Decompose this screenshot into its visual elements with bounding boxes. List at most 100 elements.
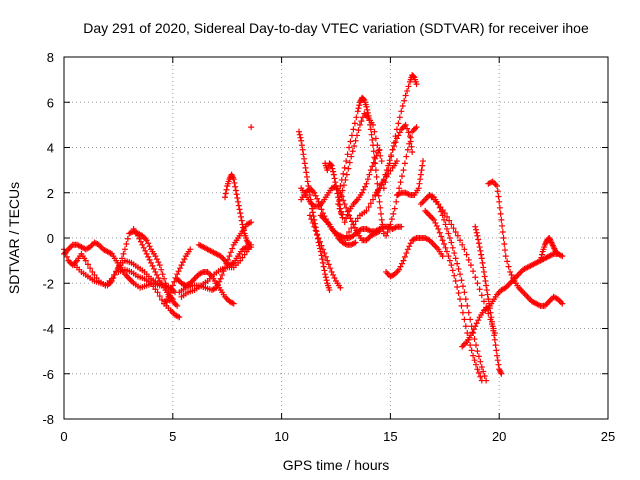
data-point: [442, 244, 449, 251]
data-point: [153, 271, 160, 278]
data-point: [439, 207, 446, 214]
data-point: [376, 228, 383, 235]
data-point: [324, 257, 331, 264]
data-point: [479, 259, 486, 266]
data-point: [343, 215, 350, 222]
data-point: [356, 102, 363, 109]
data-point: [473, 320, 480, 327]
data-point: [380, 225, 387, 232]
data-point: [459, 283, 466, 290]
data-point: [372, 135, 379, 142]
data-point: [470, 326, 477, 333]
data-point: [329, 165, 336, 172]
data-point: [364, 106, 371, 113]
data-point: [439, 237, 446, 244]
data-point: [498, 370, 505, 377]
data-point: [498, 216, 505, 223]
data-point: [303, 173, 310, 180]
y-tick-label: 6: [47, 95, 54, 110]
data-point: [393, 158, 400, 165]
data-point: [465, 309, 472, 316]
data-point: [399, 260, 406, 267]
data-point: [449, 267, 456, 274]
data-point: [461, 316, 468, 323]
data-point: [477, 373, 484, 380]
data-point: [348, 225, 355, 232]
y-tick-label: 0: [47, 231, 54, 246]
data-point: [461, 246, 468, 253]
data-point: [504, 258, 511, 265]
data-point: [382, 179, 389, 186]
data-point: [554, 250, 561, 257]
data-point: [372, 167, 379, 174]
data-point: [494, 188, 501, 195]
data-point: [308, 216, 315, 223]
data-point: [369, 142, 376, 149]
data-point: [373, 152, 380, 159]
data-point: [494, 182, 501, 189]
data-point: [313, 228, 320, 235]
data-point: [337, 284, 344, 291]
data-point: [481, 373, 488, 380]
data-point: [477, 247, 484, 254]
data-point: [338, 210, 345, 217]
data-point: [438, 233, 445, 240]
data-point: [464, 330, 471, 337]
data-point: [300, 151, 307, 158]
data-point: [89, 268, 96, 275]
data-point: [443, 225, 450, 232]
data-point: [187, 246, 194, 253]
data-point: [369, 196, 376, 203]
data-point: [351, 120, 358, 127]
data-point: [396, 129, 403, 136]
data-point: [152, 268, 159, 275]
data-point: [328, 162, 335, 169]
data-point: [478, 377, 485, 384]
data-point: [237, 257, 244, 264]
data-point: [393, 126, 400, 133]
data-point: [336, 196, 343, 203]
data-point: [340, 197, 347, 204]
data-point: [401, 253, 408, 260]
data-point: [478, 363, 485, 370]
data-point: [473, 229, 480, 236]
data-point: [454, 284, 461, 291]
data-point: [461, 289, 468, 296]
data-point: [136, 235, 143, 242]
data-point: [490, 327, 497, 334]
data-point: [457, 271, 464, 278]
data-point: [168, 286, 175, 293]
data-point: [554, 250, 561, 257]
data-point: [110, 274, 117, 281]
data-point: [309, 219, 316, 226]
data-point: [470, 268, 477, 275]
data-point: [341, 219, 348, 226]
data-point: [306, 212, 313, 219]
data-point: [441, 241, 448, 248]
y-tick-label: -6: [42, 367, 54, 382]
data-point: [319, 256, 326, 263]
data-point: [475, 353, 482, 360]
data-point: [319, 259, 326, 266]
data-point: [235, 202, 242, 209]
data-point: [469, 329, 476, 336]
data-point: [367, 126, 374, 133]
data-point: [487, 309, 494, 316]
data-point: [480, 368, 487, 375]
data-point: [436, 229, 443, 236]
data-point: [457, 237, 464, 244]
data-point: [142, 247, 149, 254]
data-point: [327, 265, 334, 272]
data-point: [472, 342, 479, 349]
data-point: [238, 217, 245, 224]
data-point: [492, 342, 499, 349]
data-point: [409, 149, 416, 156]
data-point: [404, 146, 411, 153]
data-point: [410, 73, 417, 80]
data-point: [239, 221, 246, 228]
data-point: [441, 210, 448, 217]
data-point: [156, 293, 163, 300]
y-tick-label: -8: [42, 412, 54, 427]
data-point: [312, 192, 319, 199]
data-point: [499, 228, 506, 235]
